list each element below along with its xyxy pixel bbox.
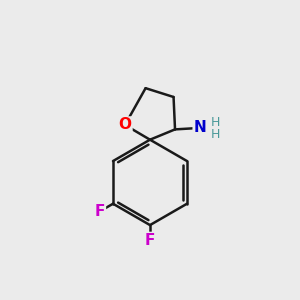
Text: F: F: [145, 233, 155, 248]
Text: N: N: [194, 120, 206, 135]
Text: F: F: [94, 204, 105, 219]
Text: O: O: [118, 118, 131, 133]
Text: H: H: [211, 128, 220, 141]
Text: H: H: [211, 116, 220, 129]
